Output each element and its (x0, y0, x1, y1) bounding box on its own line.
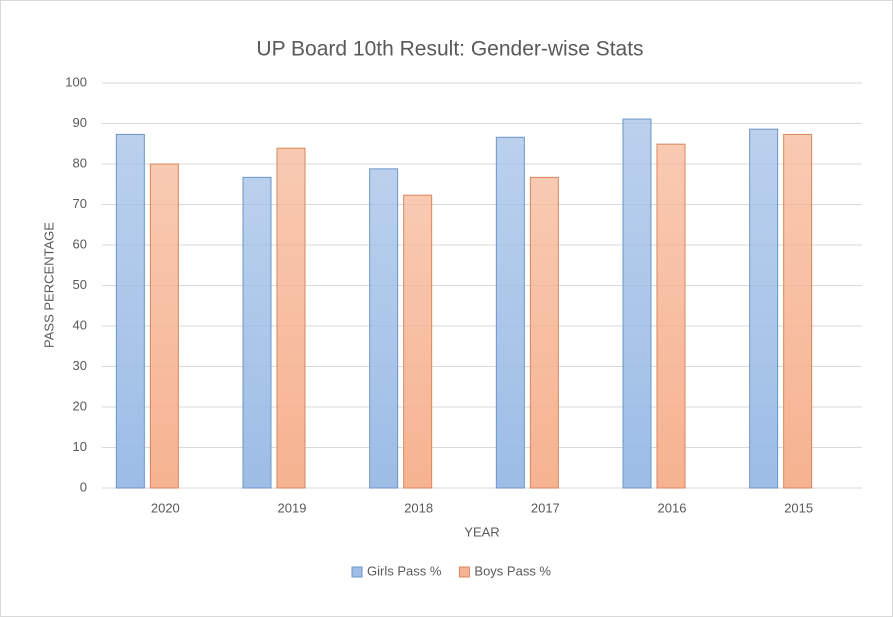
legend-swatch (351, 566, 363, 578)
y-tick-label: 30 (73, 358, 87, 373)
y-tick-label: 90 (73, 115, 87, 130)
bar (783, 133, 813, 489)
x-tick-label: 2020 (151, 500, 180, 515)
y-tick-label: 80 (73, 155, 87, 170)
y-tick-label: 20 (73, 398, 87, 413)
y-tick-label: 0 (80, 479, 87, 494)
legend-label: Boys Pass % (474, 563, 551, 578)
y-tick-label: 40 (73, 317, 87, 332)
bar (529, 176, 559, 489)
y-tick-label: 100 (65, 74, 87, 89)
bar (495, 136, 525, 489)
y-tick-label: 50 (73, 277, 87, 292)
bar (115, 133, 145, 489)
bar (276, 147, 306, 489)
x-tick-label: 2019 (278, 500, 307, 515)
bar (622, 118, 652, 489)
bar (149, 163, 179, 489)
y-axis-title: PASS PERCENTAGE (41, 222, 56, 348)
x-tick-label: 2016 (658, 500, 687, 515)
chart-title: UP Board 10th Result: Gender-wise Stats (256, 38, 643, 61)
bar (656, 143, 686, 489)
y-tick-label: 60 (73, 236, 87, 251)
x-axis-title: YEAR (464, 524, 499, 539)
y-tick-label: 70 (73, 196, 87, 211)
bar (749, 128, 779, 489)
x-tick-label: 2015 (784, 500, 813, 515)
x-tick-label: 2017 (531, 500, 560, 515)
legend-swatch (458, 566, 470, 578)
y-tick-label: 10 (73, 439, 87, 454)
x-tick-label: 2018 (404, 500, 433, 515)
bar (369, 168, 399, 489)
legend-label: Girls Pass % (367, 563, 442, 578)
bar (242, 176, 272, 489)
bar (403, 194, 433, 489)
